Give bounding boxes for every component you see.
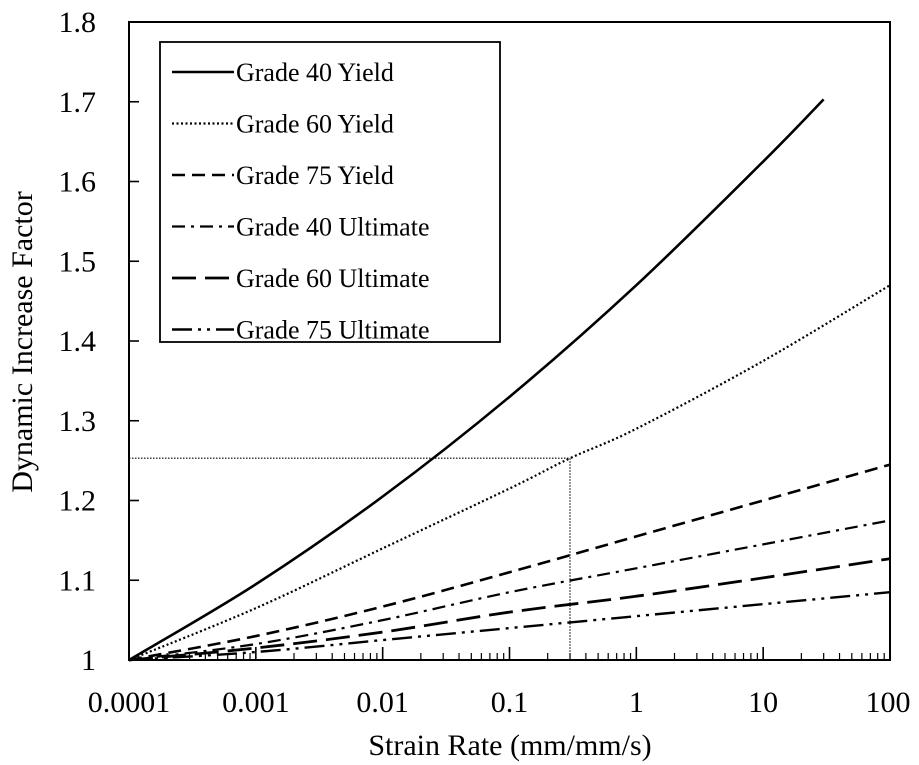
- y-tick-label: 1.3: [59, 405, 97, 438]
- x-axis-title: Strain Rate (mm/mm/s): [368, 729, 651, 762]
- legend-box: [159, 41, 501, 343]
- y-tick-label: 1: [81, 644, 96, 677]
- legend-label: Grade 60 Ultimate: [236, 264, 430, 293]
- series-line-3: [128, 463, 891, 662]
- x-tick-label: 0.001: [222, 686, 290, 719]
- y-tick-label: 1.1: [59, 564, 97, 597]
- legend-label: Grade 40 Ultimate: [236, 213, 430, 242]
- y-tick-label: 1.2: [59, 485, 97, 518]
- y-tick-label: 1.8: [59, 6, 97, 39]
- x-tick-label: 0.0001: [88, 686, 171, 719]
- legend-label: Grade 40 Yield: [236, 58, 394, 87]
- x-tick-labels: 0.0001 0.001 0.01 0.1 1 10 100: [88, 686, 911, 719]
- series-line-1: [128, 98, 825, 662]
- series-lines: [128, 98, 891, 662]
- y-tick-label: 1.4: [59, 325, 97, 358]
- series-line-4: [128, 519, 891, 662]
- x-tick-label: 0.01: [356, 686, 409, 719]
- y-tick-labels: 1 1.1 1.2 1.3 1.4 1.5 1.6 1.7 1.8: [59, 6, 97, 677]
- legend-label: Grade 75 Ultimate: [236, 316, 430, 345]
- legend-label: Grade 60 Yield: [236, 110, 394, 139]
- x-tick-label: 1: [629, 686, 644, 719]
- y-tick-label: 1.5: [59, 245, 97, 278]
- series-line-5: [128, 557, 891, 662]
- x-tick-label: 100: [866, 686, 911, 719]
- reference-lines: [129, 457, 571, 660]
- y-tick-label: 1.7: [59, 86, 97, 119]
- y-tick-label: 1.6: [59, 166, 97, 199]
- x-tick-label: 10: [748, 686, 778, 719]
- x-tick-label: 0.1: [491, 686, 529, 719]
- legend-label: Grade 75 Yield: [236, 161, 394, 190]
- y-axis-title: Dynamic Increase Factor: [6, 191, 39, 493]
- legend: Grade 40 Yield Grade 60 Yield Grade 75 Yie…: [159, 41, 501, 345]
